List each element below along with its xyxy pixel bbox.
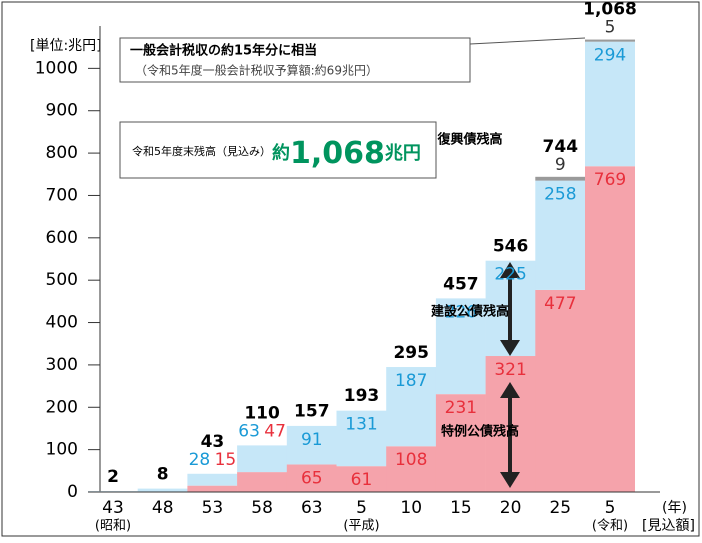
data-label: 226 bbox=[445, 302, 477, 322]
total-label: 546 bbox=[493, 237, 529, 257]
y-tick-label: 100 bbox=[46, 440, 78, 460]
x-tick-label: 58 bbox=[251, 498, 273, 518]
y-tick-label: 800 bbox=[46, 143, 78, 163]
data-label: 91 bbox=[301, 430, 323, 450]
arrows bbox=[500, 262, 520, 488]
bar-segment bbox=[187, 485, 238, 492]
total-label: 157 bbox=[294, 401, 330, 421]
data-label: 187 bbox=[395, 371, 427, 391]
bar-segment bbox=[535, 176, 586, 181]
total-label: 193 bbox=[344, 386, 380, 406]
data-label: 769 bbox=[594, 170, 626, 190]
y-tick-label: 600 bbox=[46, 228, 78, 248]
x-tick-label: 20 bbox=[500, 498, 522, 518]
data-label: 63 bbox=[238, 421, 260, 441]
bar-segment bbox=[585, 39, 635, 42]
data-label: 225 bbox=[494, 265, 526, 285]
y-tick-label: 900 bbox=[46, 101, 78, 121]
x-note: [見込額] bbox=[642, 518, 695, 534]
x-tick-label: 48 bbox=[152, 498, 174, 518]
data-label: 5 bbox=[605, 18, 616, 38]
y-tick-label: 200 bbox=[46, 397, 78, 417]
data-label: 47 bbox=[264, 421, 286, 441]
total-label: 43 bbox=[201, 432, 225, 452]
total-label: 744 bbox=[543, 137, 579, 157]
bar-segment bbox=[286, 464, 337, 492]
y-tick-label: 300 bbox=[46, 355, 78, 375]
y-tick-label: 500 bbox=[46, 270, 78, 290]
data-label: 15 bbox=[215, 450, 237, 470]
bar-segment bbox=[336, 410, 387, 467]
series-label: 建設公債残高 bbox=[431, 304, 509, 320]
total-label: 295 bbox=[393, 343, 429, 363]
data-label: 231 bbox=[445, 398, 477, 418]
data-label: 258 bbox=[544, 185, 576, 205]
summary-box bbox=[119, 121, 437, 179]
bar-segment bbox=[535, 289, 586, 492]
data-label: 321 bbox=[494, 360, 526, 380]
y-tick-label: 400 bbox=[46, 313, 78, 333]
bar-segment bbox=[336, 466, 387, 492]
bar-segment bbox=[435, 298, 486, 395]
summary-part: 約 bbox=[272, 142, 290, 164]
data-label: 9 bbox=[555, 155, 566, 175]
x-tick-label: 43 bbox=[102, 498, 124, 518]
y-tick-label: 1000 bbox=[35, 58, 78, 78]
data-label: 294 bbox=[594, 46, 626, 66]
x-unit: (年) bbox=[662, 500, 687, 516]
total-label: 1,068 bbox=[583, 0, 637, 20]
ratio-box bbox=[119, 37, 471, 83]
y-tick-label: 0 bbox=[67, 482, 78, 502]
bar-segment bbox=[585, 166, 635, 492]
era-label: (昭和) bbox=[95, 519, 131, 534]
bar-segment bbox=[237, 445, 288, 473]
data-label: 477 bbox=[544, 294, 576, 314]
series-label: 特例公債残高 bbox=[441, 424, 519, 440]
data-label: 65 bbox=[301, 468, 323, 488]
era-label: (平成) bbox=[343, 519, 379, 534]
x-tick-label: 25 bbox=[549, 498, 571, 518]
total-label: 457 bbox=[443, 274, 479, 294]
bar-segment bbox=[535, 180, 586, 290]
y-tick-label: 700 bbox=[46, 185, 78, 205]
data-label: 61 bbox=[351, 470, 373, 490]
summary-prefix: 令和5年度末残高（見込み） bbox=[132, 144, 271, 158]
total-label: 2 bbox=[107, 467, 119, 487]
x-tick-label: 63 bbox=[301, 498, 323, 518]
total-label: 8 bbox=[157, 465, 169, 485]
x-tick-label: 5 bbox=[605, 498, 616, 518]
series-label: 復興債残高 bbox=[436, 132, 502, 148]
summary-value: 約1,068兆円 bbox=[272, 136, 421, 171]
total-label: 110 bbox=[244, 403, 280, 423]
summary-part: 兆円 bbox=[385, 143, 421, 164]
x-tick-label: 15 bbox=[450, 498, 472, 518]
bar-segment bbox=[386, 446, 437, 492]
x-tick-label: 5 bbox=[356, 498, 367, 518]
bar-segment bbox=[237, 472, 288, 492]
bar-segment bbox=[286, 425, 337, 465]
ratio-title: 一般会計税収の約15年分に相当 bbox=[130, 43, 317, 59]
summary-part: 1,068 bbox=[290, 136, 385, 171]
data-label: 131 bbox=[345, 415, 377, 435]
data-label: 28 bbox=[189, 450, 211, 470]
ratio-pointer bbox=[469, 37, 586, 45]
data-label: 108 bbox=[395, 450, 427, 470]
bar-segment bbox=[585, 41, 635, 167]
unit-label: [単位:兆円] bbox=[30, 38, 102, 54]
bar-segment bbox=[386, 367, 437, 447]
era-label: (令和) bbox=[592, 519, 628, 534]
total-bar bbox=[137, 488, 188, 492]
x-tick-label: 53 bbox=[202, 498, 224, 518]
bar-segment bbox=[435, 394, 486, 492]
bar-segment bbox=[187, 473, 238, 486]
x-tick-label: 10 bbox=[400, 498, 422, 518]
ratio-note: （令和5年度一般会計税収予算額:約69兆円） bbox=[135, 63, 378, 78]
